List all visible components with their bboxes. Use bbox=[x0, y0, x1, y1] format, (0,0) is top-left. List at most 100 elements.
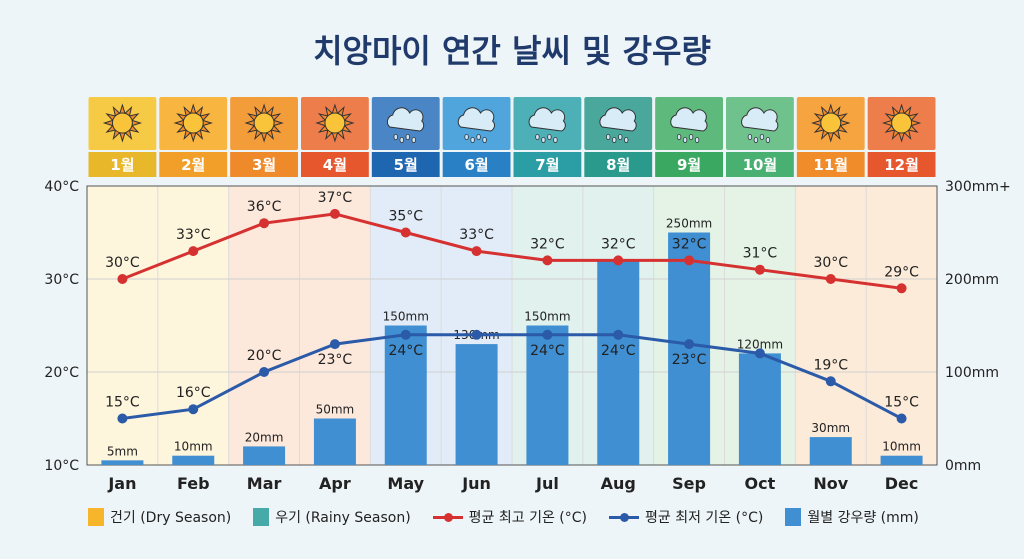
rain-bar bbox=[172, 455, 215, 465]
month-label-bg bbox=[796, 152, 865, 177]
low-temp-point bbox=[825, 376, 836, 387]
rain-bar bbox=[880, 455, 923, 465]
raindrop bbox=[541, 136, 546, 143]
sun-icon bbox=[173, 103, 213, 143]
low-temp-label: 23°C bbox=[672, 352, 707, 368]
rain-label: 250mm bbox=[666, 217, 712, 231]
rain-bar bbox=[101, 460, 144, 465]
high-temp-point bbox=[188, 246, 199, 257]
low-temp-label: 24°C bbox=[388, 343, 423, 359]
high-temp-point bbox=[684, 255, 695, 266]
x-tick-label: Jun bbox=[461, 474, 491, 493]
month-label-bg bbox=[726, 152, 794, 177]
sun-icon bbox=[244, 103, 284, 143]
raindrop bbox=[482, 136, 487, 143]
rain-bar bbox=[738, 353, 781, 465]
month-label-bg bbox=[655, 152, 723, 177]
rain-cloud-icon bbox=[457, 107, 495, 143]
month-label-kr: 1월 bbox=[110, 156, 134, 174]
high-temp-label: 31°C bbox=[743, 246, 778, 262]
column-background bbox=[795, 186, 867, 465]
high-temp-label: 32°C bbox=[672, 236, 707, 252]
rain-bar bbox=[809, 437, 852, 465]
x-tick-label: Jul bbox=[535, 474, 559, 493]
x-tick-label: Apr bbox=[319, 474, 351, 493]
sun-core bbox=[891, 112, 913, 134]
low-temp-point bbox=[684, 339, 695, 350]
rain-cloud-icon bbox=[386, 107, 425, 143]
high-temp-point bbox=[259, 218, 270, 229]
rain-label: 30mm bbox=[811, 421, 850, 435]
low-temp-point bbox=[754, 348, 765, 359]
x-tick-label: Mar bbox=[247, 474, 282, 493]
month-label-kr: 5월 bbox=[394, 156, 418, 174]
raindrop bbox=[393, 133, 398, 140]
low-temp-point bbox=[613, 329, 624, 340]
raindrop bbox=[470, 136, 475, 143]
rain-bar bbox=[384, 325, 427, 465]
raindrop bbox=[759, 133, 765, 140]
sun-icon bbox=[315, 103, 355, 143]
legend-marker bbox=[88, 508, 104, 526]
rain-label: 10mm bbox=[882, 440, 921, 454]
x-tick-label: Jan bbox=[107, 474, 136, 493]
low-temp-point bbox=[259, 367, 270, 377]
raindrop bbox=[694, 136, 700, 143]
sun-core bbox=[111, 112, 133, 134]
month-label-bg bbox=[513, 152, 582, 177]
month-label-kr: 3월 bbox=[252, 156, 276, 174]
high-temp-point bbox=[825, 274, 836, 284]
plot-border bbox=[86, 185, 938, 466]
raindrop bbox=[624, 136, 629, 143]
legend-marker bbox=[253, 508, 270, 526]
raindrop bbox=[476, 133, 481, 140]
legend-marker bbox=[609, 512, 640, 522]
raindrop bbox=[618, 133, 623, 140]
sun-core bbox=[820, 112, 842, 134]
high-temp-label: 30°C bbox=[813, 255, 848, 271]
chart-title: 치앙마이 연간 날씨 및 강우량 bbox=[313, 32, 711, 70]
high-temp-point bbox=[117, 274, 128, 284]
left-axis-tick: 10°C bbox=[44, 458, 79, 474]
legend-marker bbox=[432, 512, 463, 522]
low-temp-point bbox=[188, 404, 199, 415]
x-tick-label: Oct bbox=[745, 474, 776, 493]
rain-bar bbox=[526, 325, 569, 465]
low-temp-label: 23°C bbox=[318, 352, 353, 368]
rain-label: 50mm bbox=[316, 403, 355, 417]
high-temp-line bbox=[121, 212, 902, 290]
rain-label: 5mm bbox=[107, 444, 138, 458]
high-temp-label: 30°C bbox=[105, 255, 140, 271]
rain-bar bbox=[455, 344, 498, 465]
x-tick-label: Dec bbox=[885, 474, 919, 493]
low-temp-label: 24°C bbox=[601, 343, 636, 359]
month-label-bg bbox=[584, 152, 653, 177]
high-temp-label: 32°C bbox=[530, 236, 565, 252]
raindrop bbox=[606, 133, 611, 140]
legend-label: 우기 (Rainy Season) bbox=[275, 510, 411, 526]
x-tick-label: May bbox=[387, 474, 424, 493]
month-label-bg bbox=[230, 152, 298, 177]
cloud bbox=[457, 107, 495, 132]
sun-core bbox=[182, 112, 204, 134]
x-tick-label: Feb bbox=[177, 474, 210, 493]
column-background bbox=[157, 186, 229, 465]
high-temp-point bbox=[754, 264, 765, 275]
rain-label: 10mm bbox=[174, 440, 213, 454]
legend-item: 우기 (Rainy Season) bbox=[253, 507, 411, 527]
low-temp-label: 15°C bbox=[884, 395, 919, 411]
rain-cloud-icon bbox=[599, 107, 637, 143]
month-label-bg bbox=[301, 152, 369, 177]
sun-core bbox=[324, 112, 346, 134]
month-label-kr: 9월 bbox=[677, 156, 701, 174]
sun-core bbox=[253, 112, 275, 134]
month-label-bg bbox=[442, 152, 511, 177]
cloud bbox=[528, 107, 566, 132]
month-label-kr: 7월 bbox=[535, 156, 559, 174]
low-temp-label: 24°C bbox=[530, 343, 565, 359]
month-label-kr: 2월 bbox=[181, 156, 205, 174]
month-label-kr: 11월 bbox=[813, 156, 848, 174]
raindrop bbox=[553, 136, 558, 143]
left-axis-tick: 40°C bbox=[44, 179, 79, 195]
